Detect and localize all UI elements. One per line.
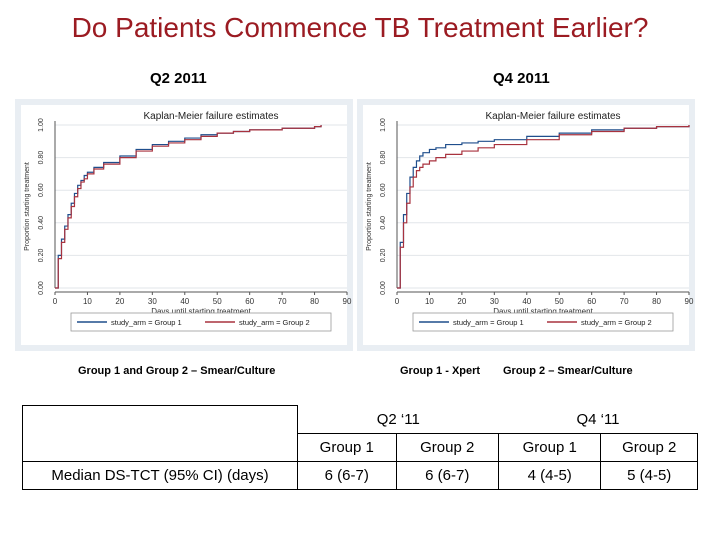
table-row: Median DS-TCT (95% CI) (days) 6 (6-7) 6 … bbox=[21, 460, 698, 490]
x-tick-label: 10 bbox=[83, 297, 92, 306]
x-tick-label: 90 bbox=[685, 297, 694, 306]
right-caption-group2: Group 2 – Smear/Culture bbox=[503, 365, 633, 377]
y-tick-label: 0.00 bbox=[38, 281, 45, 295]
x-tick-label: 70 bbox=[620, 297, 629, 306]
table-corner-cell bbox=[21, 405, 299, 461]
x-tick-label: 90 bbox=[343, 297, 352, 306]
x-tick-label: 0 bbox=[53, 297, 58, 306]
table-q4-group2-value: 5 (4-5) bbox=[600, 460, 698, 490]
table-q2-group2-value: 6 (6-7) bbox=[395, 460, 499, 490]
x-tick-label: 60 bbox=[587, 297, 596, 306]
table-q2-group1-header: Group 1 bbox=[297, 432, 397, 462]
y-tick-label: 1.00 bbox=[38, 118, 45, 132]
y-tick-label: 0.20 bbox=[38, 248, 45, 262]
y-axis-label: Proportion starting treatment bbox=[24, 162, 31, 251]
x-tick-label: 10 bbox=[425, 297, 434, 306]
x-tick-label: 30 bbox=[148, 297, 157, 306]
x-tick-label: 60 bbox=[245, 297, 254, 306]
table-q4-group1-header: Group 1 bbox=[497, 432, 602, 462]
km-curve-group2 bbox=[55, 125, 322, 289]
x-tick-label: 50 bbox=[555, 297, 564, 306]
y-tick-label: 0.60 bbox=[38, 183, 45, 197]
x-tick-label: 40 bbox=[180, 297, 189, 306]
legend-label: study_arm = Group 2 bbox=[239, 318, 310, 327]
right-quarter-label: Q4 2011 bbox=[493, 70, 550, 87]
y-tick-label: 0.40 bbox=[380, 216, 387, 230]
x-tick-label: 70 bbox=[278, 297, 287, 306]
slide-title: Do Patients Commence TB Treatment Earlie… bbox=[71, 12, 649, 43]
y-tick-label: 0.60 bbox=[380, 183, 387, 197]
x-tick-label: 20 bbox=[115, 297, 124, 306]
y-tick-label: 0.40 bbox=[38, 216, 45, 230]
x-tick-label: 80 bbox=[652, 297, 661, 306]
x-tick-label: 20 bbox=[457, 297, 466, 306]
table-row-label: Median DS-TCT (95% CI) (days) bbox=[21, 460, 299, 490]
left-quarter-label: Q2 2011 bbox=[150, 70, 207, 87]
y-tick-label: 0.80 bbox=[38, 151, 45, 165]
table-q4-group2-header: Group 2 bbox=[600, 432, 698, 462]
x-tick-label: 0 bbox=[395, 297, 400, 306]
table-group-header-row: Group 1 Group 2 Group 1 Group 2 bbox=[23, 432, 698, 462]
chart-title: Kaplan-Meier failure estimates bbox=[143, 111, 278, 122]
table-q2-group2-header: Group 2 bbox=[395, 432, 499, 462]
left-caption: Group 1 and Group 2 – Smear/Culture bbox=[78, 365, 276, 377]
x-axis-label: Days until starting treatment bbox=[151, 307, 251, 316]
y-tick-label: 0.00 bbox=[380, 281, 387, 295]
y-tick-label: 0.80 bbox=[380, 151, 387, 165]
y-axis-label: Proportion starting treatment bbox=[366, 162, 373, 251]
x-tick-label: 30 bbox=[490, 297, 499, 306]
x-tick-label: 80 bbox=[310, 297, 319, 306]
legend-box bbox=[70, 312, 332, 332]
km-curve-group2 bbox=[397, 125, 690, 289]
table-q2-header: Q2 ‘11 bbox=[376, 410, 420, 428]
right-caption-group1: Group 1 - Xpert bbox=[400, 365, 481, 377]
y-tick-label: 1.00 bbox=[380, 118, 387, 132]
table-q2-group1-value: 6 (6-7) bbox=[297, 460, 397, 490]
x-axis-label: Days until starting treatment bbox=[493, 307, 593, 316]
left-km-chart-panel: Kaplan-Meier failure estimates 0.00 0.20 0.… bbox=[15, 99, 353, 351]
chart-background bbox=[21, 105, 347, 345]
x-tick-label: 40 bbox=[522, 297, 531, 306]
right-km-chart: Kaplan-Meier failure estimates 0.00 0.20 0.… bbox=[363, 105, 694, 345]
left-km-chart: Kaplan-Meier failure estimates 0.00 0.20 0.… bbox=[21, 105, 352, 345]
y-tick-label: 0.20 bbox=[380, 248, 387, 262]
x-tick-label: 50 bbox=[213, 297, 222, 306]
table-q4-header: Q4 ‘11 bbox=[576, 410, 620, 428]
table-quarter-header-row: Q2 ‘11 Q4 ‘11 bbox=[21, 405, 698, 461]
legend-label: study_arm = Group 2 bbox=[581, 318, 652, 327]
legend-label: study_arm = Group 1 bbox=[111, 318, 182, 327]
legend-label: study_arm = Group 1 bbox=[453, 318, 524, 327]
legend-box bbox=[412, 312, 674, 332]
table-q4-group1-value: 4 (4-5) bbox=[497, 460, 602, 490]
right-km-chart-panel: Kaplan-Meier failure estimates 0.00 0.20 0.… bbox=[357, 99, 695, 351]
median-summary-table: Q2 ‘11 Q4 ‘11 Group 1 Group 2 Group 1 Gr… bbox=[21, 405, 698, 490]
chart-title: Kaplan-Meier failure estimates bbox=[485, 111, 620, 122]
